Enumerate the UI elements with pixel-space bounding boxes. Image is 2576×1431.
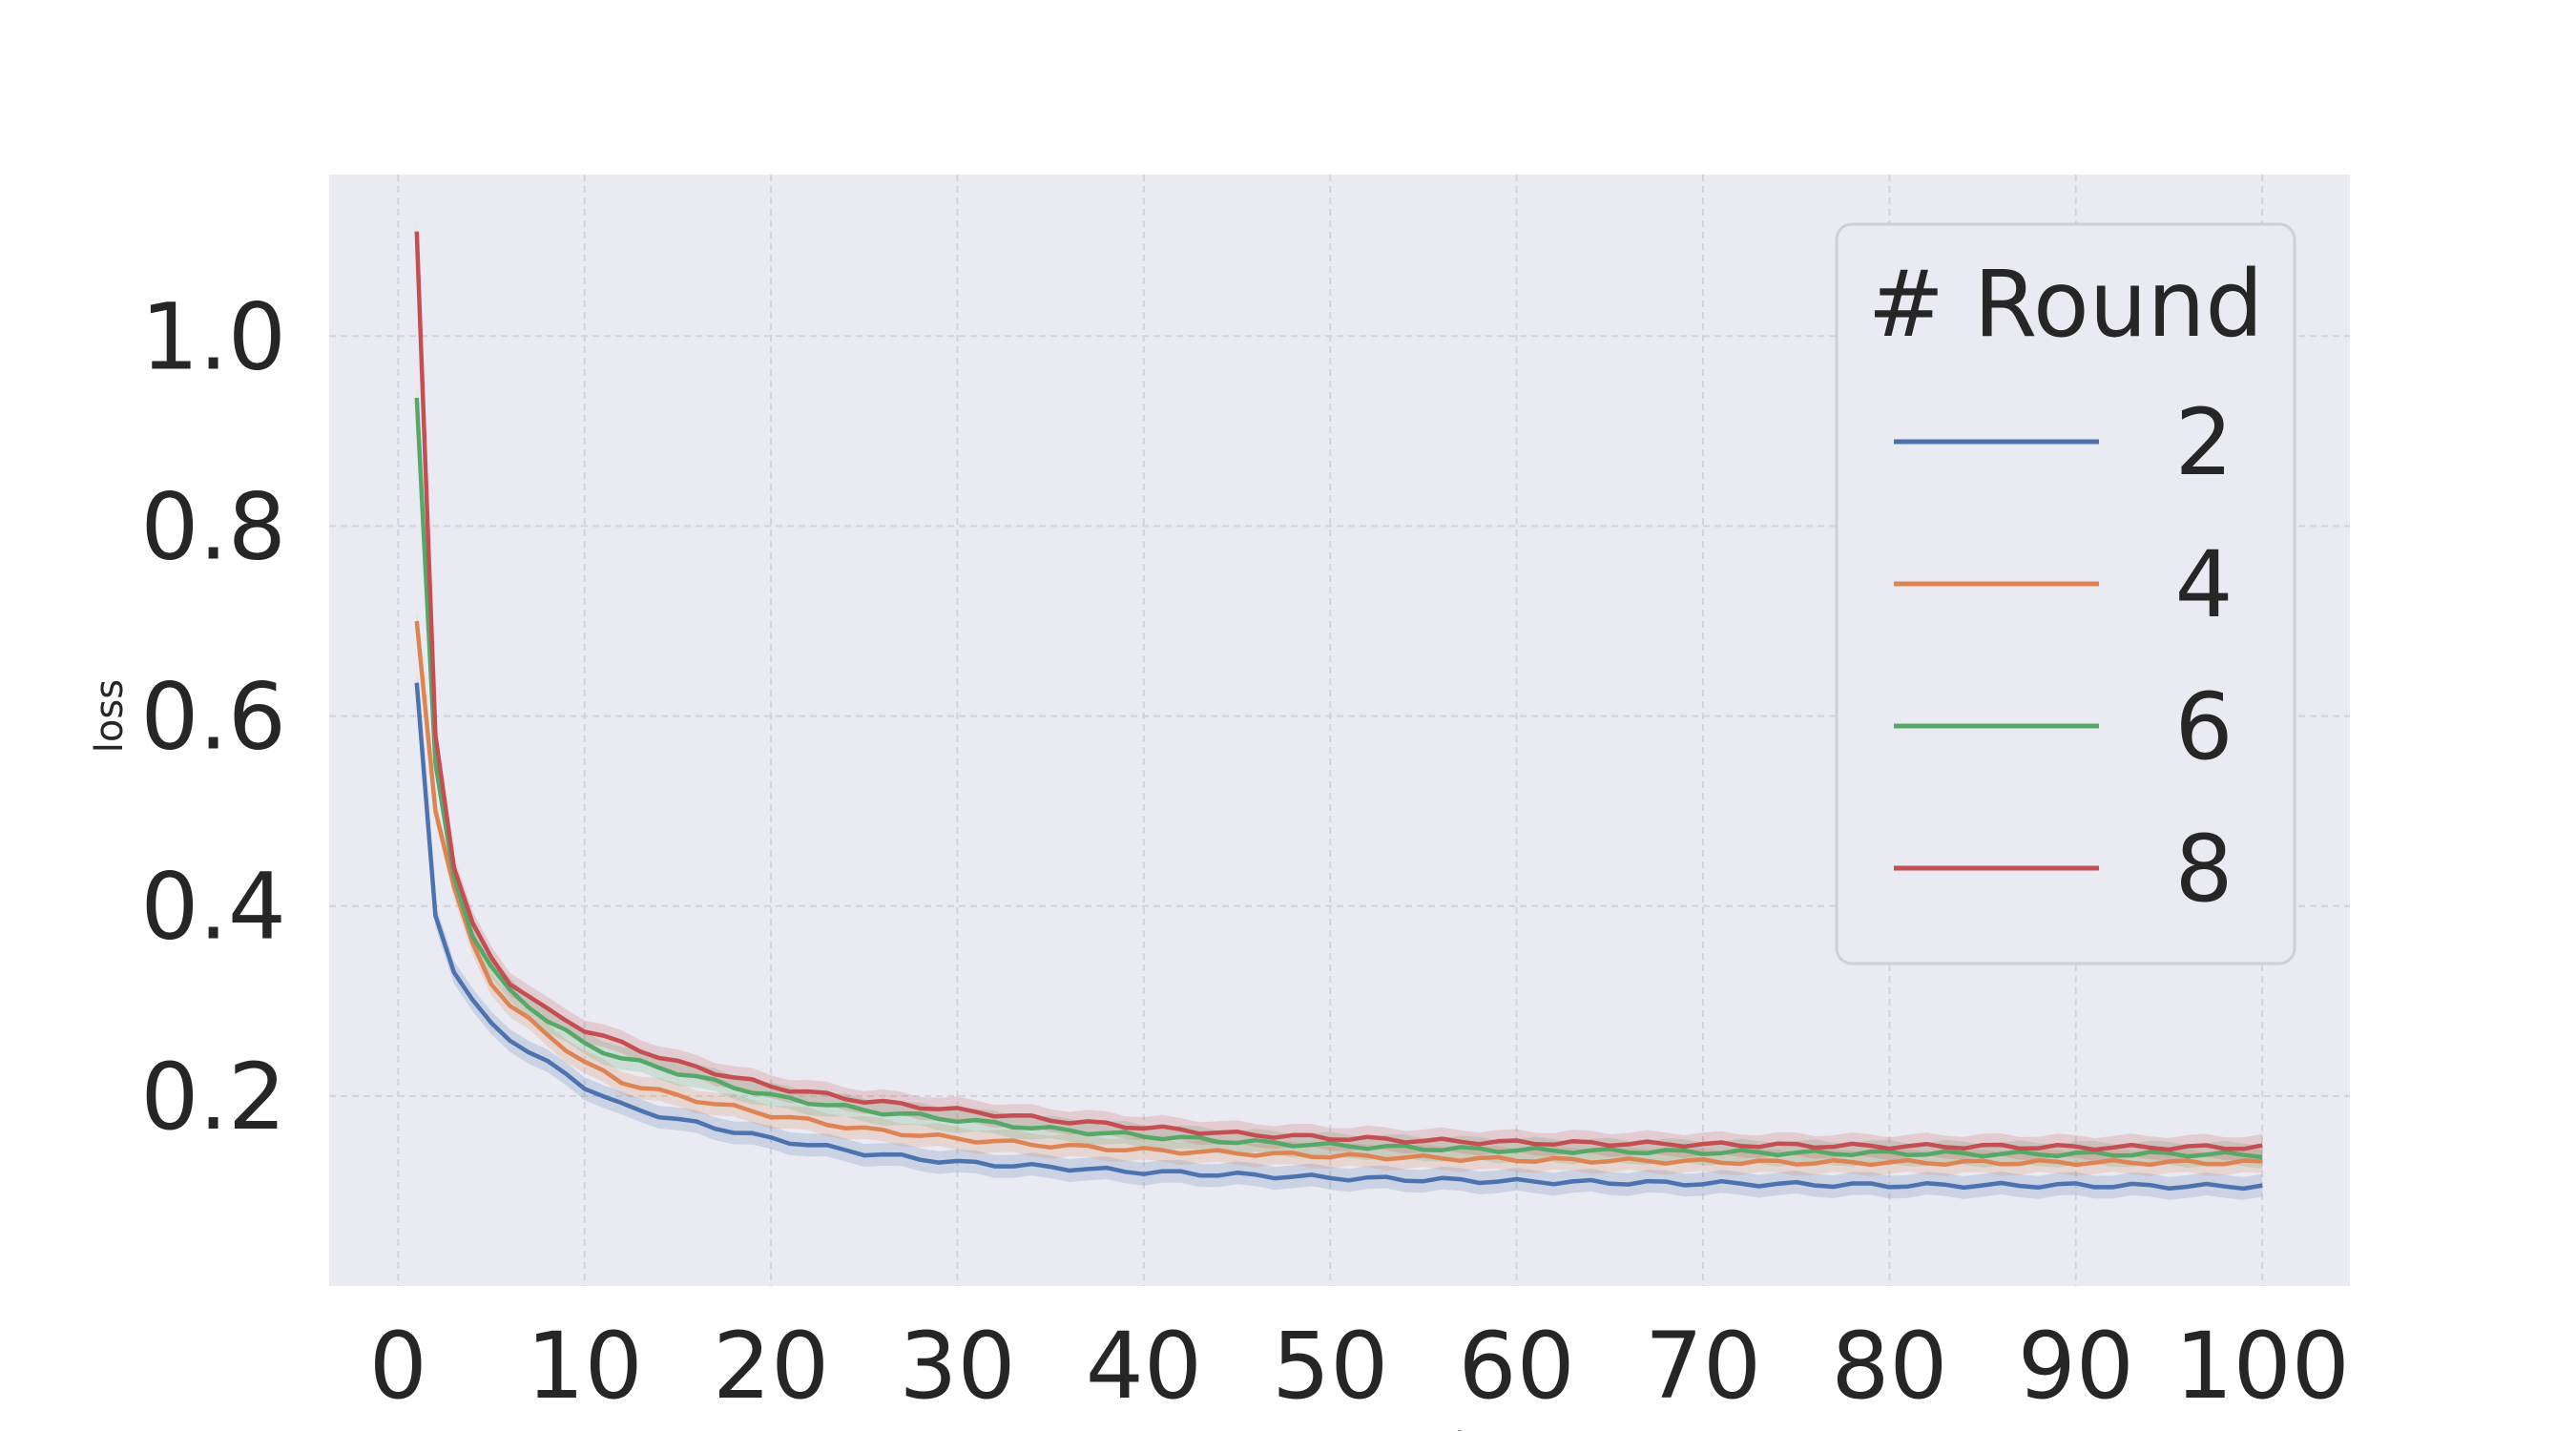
x-tick-label: 50: [1272, 1313, 1388, 1420]
x-tick-label: 100: [2175, 1313, 2350, 1420]
x-axis-ticks: 0 10 20 30 40 50 60 70 80 90 100: [369, 1313, 2350, 1420]
x-tick-label: 40: [1086, 1313, 1202, 1420]
x-tick-label: 10: [527, 1313, 643, 1420]
series-8-line: [414, 231, 2263, 1152]
y-tick-label: 0.6: [140, 664, 286, 771]
legend-title: # Round: [1868, 251, 2264, 358]
y-tick-label: 0.4: [140, 854, 286, 961]
series-lines: [414, 231, 2263, 1192]
x-tick-label: 30: [899, 1313, 1015, 1420]
y-tick-label: 0.2: [140, 1044, 286, 1151]
legend-label-6: 6: [2174, 674, 2233, 780]
x-tick-label: 90: [2018, 1313, 2134, 1420]
legend: # Round 2 4 6 8: [1835, 222, 2296, 965]
y-tick-label: 0.8: [140, 473, 286, 580]
x-tick-label: 0: [369, 1313, 427, 1420]
y-axis-ticks: 0.2 0.4 0.6 0.8 1.0: [140, 283, 286, 1151]
x-tick-label: 20: [713, 1313, 829, 1420]
legend-label-8: 8: [2174, 816, 2233, 923]
x-tick-label: 60: [1459, 1313, 1575, 1420]
y-tick-label: 1.0: [140, 283, 286, 390]
series-6-line: [414, 397, 2263, 1160]
legend-label-2: 2: [2174, 389, 2233, 496]
legend-box: [1835, 222, 2296, 965]
series-2-line: [414, 682, 2263, 1192]
legend-label-4: 4: [2174, 531, 2233, 638]
x-tick-label: 70: [1645, 1313, 1761, 1420]
series-4-line: [414, 620, 2263, 1168]
x-axis-label: server_round: [1215, 1425, 1465, 1431]
y-axis-label: loss: [88, 679, 132, 753]
x-tick-label: 80: [1831, 1313, 1947, 1420]
